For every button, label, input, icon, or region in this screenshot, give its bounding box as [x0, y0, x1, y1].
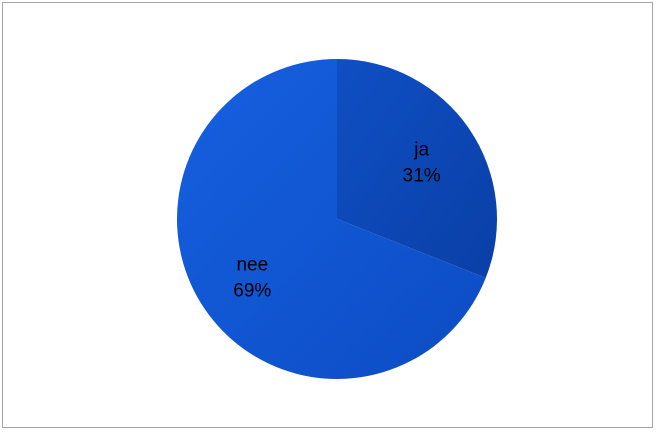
pie-slices: [176, 59, 497, 380]
pie-slice-nee: [176, 59, 486, 380]
pie-chart: ja 31% nee 69%: [176, 59, 497, 380]
slice-label-ja: ja: [413, 139, 429, 160]
chart-area: ja 31% nee 69%: [2, 2, 653, 428]
pie-labels: ja 31% nee 69%: [233, 139, 441, 301]
slice-percent-nee: 69%: [233, 281, 271, 302]
slice-percent-ja: 31%: [403, 165, 441, 186]
slice-label-nee: nee: [236, 255, 268, 276]
pie-slice-ja: [337, 59, 497, 278]
